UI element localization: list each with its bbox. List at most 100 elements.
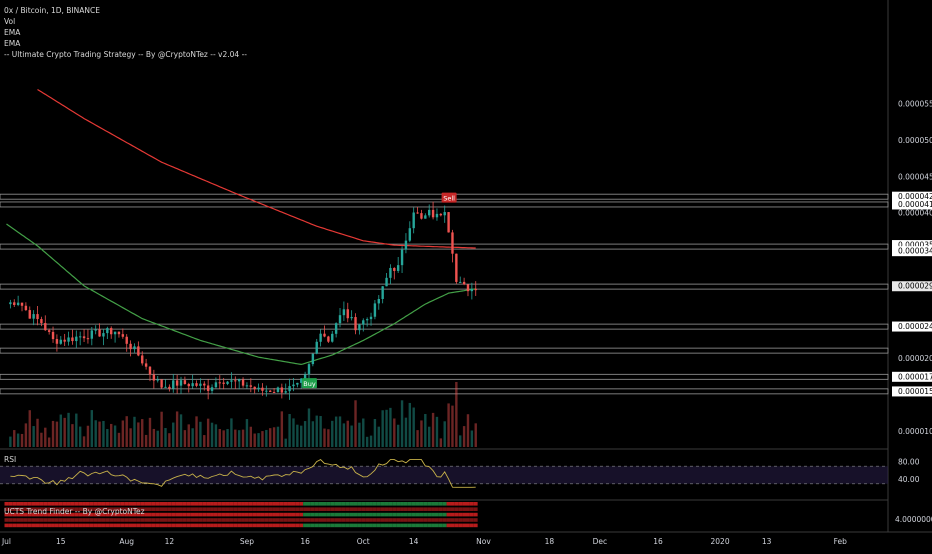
candle-body (71, 337, 74, 342)
trend-cell (51, 502, 55, 506)
trend-cell (97, 518, 102, 522)
trend-cell (407, 518, 412, 522)
trend-cell (372, 523, 377, 528)
volume-bars (9, 381, 477, 447)
volume-bar (160, 411, 163, 447)
volume-bar (393, 418, 396, 447)
trend-cell (260, 507, 265, 511)
trend-cell (400, 518, 404, 522)
trend-cell (140, 518, 145, 522)
candle-body (342, 309, 346, 316)
rsi-tick-label: 40.00 (898, 475, 920, 484)
trend-cell (97, 507, 102, 511)
trend-cell (427, 502, 432, 506)
trend-cell (469, 512, 474, 517)
trend-cell (272, 523, 276, 528)
trend-cell (31, 523, 36, 528)
rsi-label: RSI (4, 455, 17, 464)
volume-bar (369, 435, 373, 447)
candle-body (385, 277, 388, 287)
trend-cell (116, 502, 121, 506)
trend-cell (396, 523, 401, 528)
trend-cell (43, 518, 48, 522)
time-tick-label: Sep (240, 537, 254, 546)
trend-cell (314, 512, 319, 517)
trend-cell (12, 512, 17, 517)
trend-cell (400, 512, 404, 517)
volume-bar (121, 420, 125, 447)
candle-body (474, 288, 477, 291)
trend-cell (403, 502, 408, 506)
trend-cell (268, 512, 273, 517)
trend-cell (318, 518, 323, 522)
trend-cell (132, 523, 137, 528)
trend-cell (109, 507, 114, 511)
trend-cell (66, 502, 71, 506)
trend-cell (62, 512, 67, 517)
trend-cell (318, 507, 323, 511)
trend-cell (403, 523, 408, 528)
trend-cell (151, 507, 156, 511)
candle-body (125, 336, 128, 344)
trend-cell (244, 518, 249, 522)
candle-body (365, 319, 369, 321)
trend-cell (93, 502, 98, 506)
trend-cell (473, 507, 478, 511)
trend-cell (237, 512, 242, 517)
volume-bar (455, 381, 458, 447)
trend-cell (376, 512, 381, 517)
trend-cell (326, 512, 331, 517)
volume-bar (241, 429, 245, 447)
volume-bar (203, 435, 206, 447)
volume-bar (269, 428, 272, 447)
trend-cell (403, 518, 408, 522)
level-zone (0, 373, 889, 380)
trend-cell (353, 512, 358, 517)
trend-cell (291, 518, 296, 522)
trend-cell (217, 507, 222, 511)
trend-cell (97, 523, 102, 528)
trend-cell (256, 523, 261, 528)
trend-cell (167, 507, 172, 511)
price-tick-label: 0.00001000 (898, 427, 932, 436)
volume-bar (152, 428, 156, 447)
trend-cell (345, 523, 350, 528)
trend-cell (326, 507, 331, 511)
time-tick-label: Aug (119, 537, 134, 546)
trend-cell (43, 502, 48, 506)
trend-cell (454, 518, 459, 522)
time-tick-label: Feb (834, 537, 848, 546)
trend-cell (186, 507, 191, 511)
volume-bar (75, 413, 78, 447)
trend-cell (171, 502, 176, 506)
volume-bar (396, 424, 400, 447)
trend-cell (326, 518, 331, 522)
trend-cell (365, 523, 370, 528)
trend-cell (182, 502, 187, 506)
volume-bar (110, 423, 113, 447)
trend-cell (365, 507, 370, 511)
trend-cell (194, 502, 199, 506)
candle-body (462, 281, 466, 285)
candle-body (408, 228, 412, 241)
trend-cell (372, 507, 377, 511)
trend-cell (252, 502, 257, 506)
trend-cell (283, 512, 288, 517)
trend-cell (20, 502, 24, 506)
candle-body (78, 336, 82, 338)
candle-body (439, 213, 443, 216)
trend-cell (144, 502, 149, 506)
trend-cell (151, 512, 156, 517)
trend-cell (434, 512, 439, 517)
trend-cell (167, 502, 172, 506)
trend-cell (248, 512, 253, 517)
trend-cell (27, 512, 32, 517)
trend-cell (384, 507, 389, 511)
trend-cell (182, 523, 187, 528)
trend-cell (4, 502, 9, 506)
trend-cell (78, 512, 83, 517)
trend-cell (380, 518, 385, 522)
trend-cell (434, 523, 439, 528)
trend-cell (12, 523, 17, 528)
